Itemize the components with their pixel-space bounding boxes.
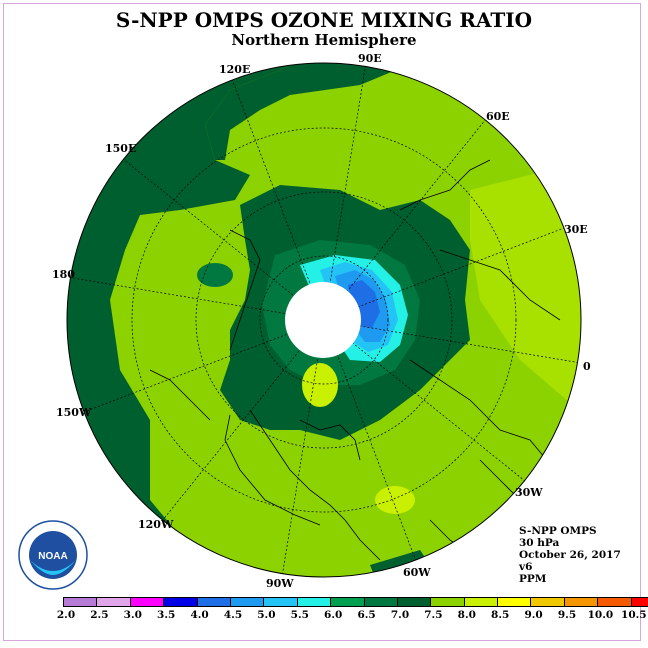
colorbar-tick-label: 7.0: [390, 609, 410, 621]
colorbar-tick-label: 8.0: [457, 609, 476, 621]
colorbar-segment: [296, 597, 332, 607]
lon-label-60e: 60E: [486, 110, 510, 123]
colorbar: [63, 597, 648, 607]
colorbar-tick-label: 4.0: [190, 609, 209, 621]
field-spot-b: [375, 486, 415, 514]
lon-label-180: 180: [52, 268, 75, 281]
info-date: October 26, 2017: [519, 549, 621, 561]
colorbar-tick-label: 2.0: [56, 609, 76, 621]
lon-label-0: 0: [583, 360, 591, 373]
colorbar-tick-label: 10.0: [587, 609, 614, 621]
field-spot-a: [197, 263, 233, 287]
noaa-logo-icon: NOAA: [18, 520, 88, 590]
colorbar-tick-label: 5.0: [257, 609, 276, 621]
colorbar-segment: [129, 597, 165, 607]
colorbar-segment: [263, 597, 298, 607]
info-version: v6: [519, 561, 533, 573]
colorbar-segment: [530, 597, 565, 607]
field-spot-c: [302, 363, 338, 407]
info-instrument: S-NPP OMPS: [519, 525, 597, 537]
colorbar-segment: [563, 597, 599, 607]
colorbar-tick-label: 6.0: [324, 609, 343, 621]
colorbar-segment: [63, 597, 98, 607]
info-level: 30 hPa: [519, 537, 560, 549]
colorbar-tick-label: 3.0: [123, 609, 142, 621]
colorbar-tick-label: 9.5: [557, 609, 577, 621]
plot-frame: [3, 3, 641, 641]
colorbar-tick-label: 9.0: [524, 609, 543, 621]
colorbar-segment: [330, 597, 365, 607]
colorbar-ticks: 2.0 2.5 3.0 3.5 4.0 4.5 5.0 5.5 6.0 6.5 7.0 7.5 8.0 8…: [0, 609, 648, 623]
field-patch-east: [470, 160, 581, 420]
map-boundary: [66, 62, 582, 578]
colorbar-tick-label: 10.5: [621, 609, 647, 621]
colorbar-tick-label: 6.5: [357, 609, 376, 621]
lon-label-150w: 150W: [56, 406, 92, 419]
colorbar-segment: [430, 597, 465, 607]
field-dark-west: [67, 63, 300, 577]
field-dark-north: [205, 63, 420, 160]
lon-label-30w: 30W: [515, 486, 543, 499]
lon-label-120w: 120W: [138, 518, 174, 531]
colorbar-segment: [497, 597, 532, 607]
colorbar-segment: [396, 597, 432, 607]
coastlines: [149, 159, 561, 561]
colorbar-tick-label: 3.5: [157, 609, 176, 621]
colorbar-tick-label: 2.5: [90, 609, 109, 621]
colorbar-segment: [196, 597, 231, 607]
colorbar-segment: [363, 597, 398, 607]
colorbar-segment: [463, 597, 499, 607]
colorbar-segment: [630, 597, 648, 607]
colorbar-segment: [96, 597, 131, 607]
lon-label-30e: 30E: [564, 223, 588, 236]
colorbar-tick-label: 7.5: [424, 609, 443, 621]
colorbar-tick-label: 8.5: [491, 609, 510, 621]
colorbar-segment: [597, 597, 632, 607]
colorbar-segment: [163, 597, 198, 607]
colorbar-segment: [229, 597, 265, 607]
map-title: S-NPP OMPS OZONE MIXING RATIO: [115, 8, 533, 32]
polar-night-gap: [285, 282, 361, 358]
colorbar-tick-label: 4.5: [223, 609, 243, 621]
info-block: S-NPP OMPS 30 hPa October 26, 2017 v6 PP…: [519, 525, 621, 585]
lon-label-60w: 60W: [403, 566, 431, 579]
info-units: PPM: [519, 573, 547, 585]
lon-label-150e: 150E: [105, 142, 136, 155]
lon-label-90w: 90W: [266, 577, 294, 590]
map-subtitle: Northern Hemisphere: [231, 31, 417, 49]
lon-label-90e: 90E: [358, 52, 382, 65]
graticule: [67, 63, 581, 577]
field-light-west: [118, 215, 175, 380]
colorbar-tick-label: 5.5: [290, 609, 309, 621]
noaa-logo-text: NOAA: [38, 551, 67, 562]
lon-label-120e: 120E: [219, 63, 250, 76]
